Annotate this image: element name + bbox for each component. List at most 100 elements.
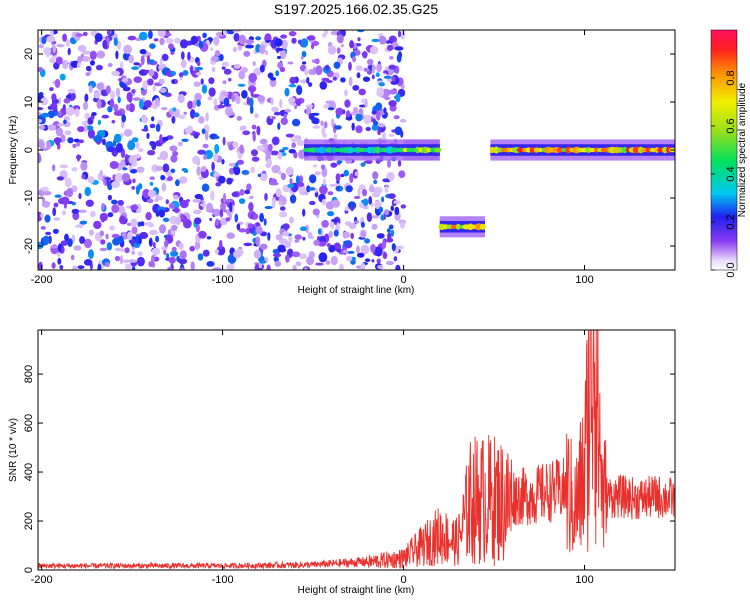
noise-cell bbox=[66, 187, 74, 198]
noise-cell bbox=[208, 87, 216, 97]
noise-cell bbox=[79, 220, 88, 225]
noise-cell bbox=[55, 127, 64, 137]
snr-x-ticks: -200 -100 0 100 bbox=[31, 330, 594, 586]
noise-cell bbox=[88, 229, 94, 236]
noise-cell bbox=[126, 104, 130, 111]
noise-cell bbox=[126, 92, 133, 102]
noise-cell bbox=[196, 99, 201, 107]
noise-cell bbox=[244, 189, 251, 195]
noise-cell bbox=[77, 44, 87, 53]
noise-cell bbox=[363, 67, 368, 72]
noise-cell bbox=[209, 218, 213, 221]
noise-cell bbox=[248, 202, 254, 212]
noise-cell bbox=[151, 247, 161, 256]
noise-cell bbox=[155, 123, 161, 132]
noise-cell bbox=[74, 108, 80, 118]
noise-cell bbox=[343, 240, 352, 245]
noise-cell bbox=[264, 50, 269, 56]
noise-cell bbox=[356, 245, 360, 254]
noise-cell bbox=[130, 218, 138, 227]
x-tick-label: -100 bbox=[212, 274, 234, 286]
noise-cell bbox=[285, 166, 294, 176]
noise-cell bbox=[302, 61, 307, 65]
noise-cell bbox=[54, 194, 62, 198]
noise-cell bbox=[167, 176, 173, 182]
noise-cell bbox=[312, 164, 318, 168]
noise-cell bbox=[340, 77, 346, 83]
noise-cell bbox=[222, 136, 226, 146]
noise-cell bbox=[235, 96, 241, 105]
noise-cell bbox=[183, 111, 187, 115]
noise-cell bbox=[94, 33, 103, 42]
signal-cell bbox=[621, 146, 628, 154]
noise-cell bbox=[372, 171, 379, 180]
noise-cell bbox=[368, 185, 375, 193]
noise-cell bbox=[111, 233, 120, 239]
noise-cell bbox=[178, 114, 186, 120]
noise-cell bbox=[146, 132, 150, 139]
snr-line bbox=[38, 330, 675, 570]
noise-cell bbox=[238, 198, 246, 205]
noise-cell bbox=[393, 115, 400, 120]
noise-cell bbox=[249, 105, 254, 114]
noise-cell bbox=[241, 170, 250, 175]
noise-cell bbox=[214, 249, 220, 254]
noise-cell bbox=[62, 210, 66, 216]
noise-cell bbox=[259, 260, 267, 264]
noise-cell bbox=[294, 105, 298, 109]
noise-cell bbox=[376, 233, 385, 239]
noise-cell bbox=[107, 194, 112, 201]
noise-cell bbox=[180, 59, 187, 68]
noise-cell bbox=[121, 77, 129, 83]
noise-cell bbox=[43, 190, 52, 196]
noise-cell bbox=[267, 143, 273, 152]
spectrogram-y-ticks: -20 -10 0 10 20 bbox=[23, 48, 675, 254]
noise-cell bbox=[159, 134, 163, 144]
noise-cell bbox=[52, 207, 57, 217]
noise-cell bbox=[302, 236, 306, 241]
noise-cell bbox=[279, 49, 287, 60]
noise-cell bbox=[333, 229, 339, 237]
noise-cell bbox=[259, 243, 268, 250]
y-tick-label: -20 bbox=[23, 238, 35, 254]
noise-cell bbox=[161, 53, 169, 62]
noise-cell bbox=[180, 213, 185, 220]
noise-cell bbox=[117, 96, 121, 104]
noise-cell bbox=[255, 226, 263, 235]
noise-cell bbox=[259, 138, 268, 145]
noise-cell bbox=[82, 31, 88, 37]
noise-cell bbox=[253, 249, 262, 259]
noise-cell bbox=[190, 65, 194, 75]
noise-cell bbox=[270, 97, 274, 106]
noise-cell bbox=[389, 56, 394, 60]
noise-cell bbox=[189, 245, 195, 252]
noise-cell bbox=[165, 199, 169, 205]
noise-cell bbox=[225, 217, 231, 222]
noise-cell bbox=[226, 264, 232, 270]
noise-cell bbox=[49, 57, 56, 64]
noise-cell bbox=[194, 240, 201, 251]
noise-cell bbox=[89, 50, 97, 60]
signal-cell bbox=[414, 146, 421, 154]
noise-cell bbox=[96, 99, 102, 109]
noise-cell bbox=[171, 224, 178, 231]
noise-cell bbox=[342, 249, 348, 254]
y-tick-label: 400 bbox=[23, 463, 35, 481]
noise-cell bbox=[367, 65, 373, 69]
noise-cell bbox=[62, 59, 69, 70]
noise-cell bbox=[368, 196, 373, 205]
noise-cell bbox=[153, 38, 159, 42]
noise-cell bbox=[141, 116, 149, 124]
noise-cell bbox=[223, 68, 232, 75]
noise-cell bbox=[46, 35, 56, 43]
noise-cell bbox=[38, 44, 44, 49]
noise-cell bbox=[228, 144, 234, 151]
noise-cell bbox=[177, 141, 183, 147]
noise-cell bbox=[371, 64, 376, 74]
noise-cell bbox=[342, 109, 346, 115]
noise-cell bbox=[115, 87, 121, 98]
noise-cell bbox=[120, 248, 125, 253]
noise-cell bbox=[93, 91, 101, 99]
noise-cell bbox=[193, 81, 201, 87]
noise-cell bbox=[344, 99, 351, 108]
